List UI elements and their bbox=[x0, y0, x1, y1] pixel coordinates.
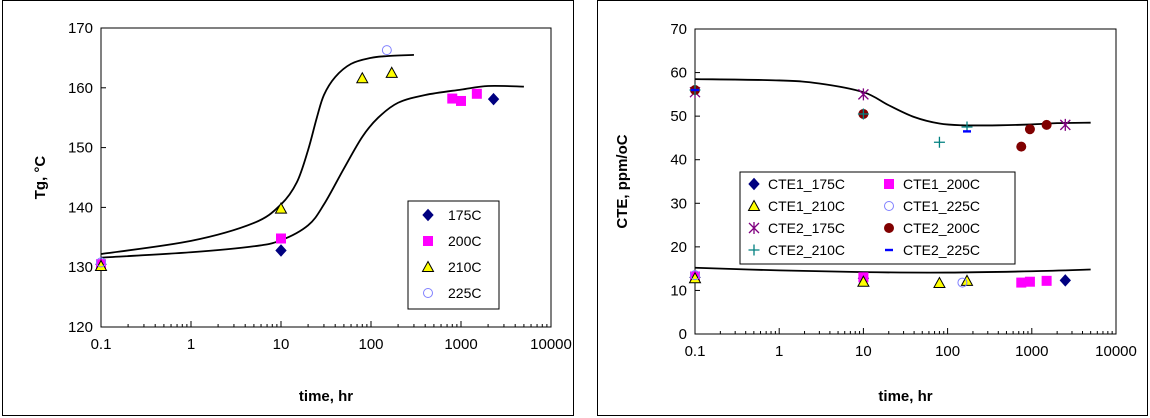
x-axis-label: time, hr bbox=[299, 388, 353, 405]
y-tick-label: 170 bbox=[68, 20, 93, 37]
x-tick-label: 100 bbox=[358, 336, 383, 353]
x-tick-label: 1 bbox=[775, 343, 783, 360]
data-point bbox=[94, 259, 108, 272]
legend-entry-label: 200C bbox=[448, 233, 481, 249]
legend-marker bbox=[884, 223, 894, 233]
data-point bbox=[1016, 141, 1027, 152]
x-tick-label: 0.1 bbox=[91, 336, 112, 353]
data-point bbox=[487, 92, 500, 106]
data-point bbox=[381, 45, 392, 56]
x-tick-label: 10000 bbox=[1095, 343, 1137, 360]
legend-marker bbox=[884, 201, 894, 211]
data-point bbox=[1041, 119, 1052, 130]
y-tick-label: 20 bbox=[670, 239, 687, 256]
legend-entry-label: CTE2_210C bbox=[768, 242, 845, 258]
x-tick-label: 1000 bbox=[1015, 343, 1048, 360]
y-tick-label: 40 bbox=[670, 152, 687, 169]
data-point bbox=[275, 244, 287, 257]
data-point bbox=[355, 71, 369, 84]
legend-box bbox=[739, 171, 1016, 265]
x-tick-label: 100 bbox=[935, 343, 960, 360]
legend-marker bbox=[748, 222, 760, 234]
data-point bbox=[385, 66, 399, 78]
data-point bbox=[447, 93, 458, 104]
data-point bbox=[957, 277, 968, 288]
y-tick-label: 140 bbox=[68, 199, 93, 216]
y-axis-label: Tg, °C bbox=[32, 156, 49, 200]
y-tick-label: 30 bbox=[670, 195, 687, 212]
tg-chart-panel: 0.1 1 10 100 1000 10000 120 130 140 150 160 170 time… bbox=[2, 0, 574, 416]
legend-entry-label: 175C bbox=[448, 207, 481, 223]
y-tick-label: 50 bbox=[670, 108, 687, 125]
y-tick-label: 0 bbox=[679, 326, 687, 343]
cte-chart-panel: 0.1 1 10 100 1000 10000 0 10 20 30 40 50 60 70 time, h… bbox=[597, 0, 1148, 416]
data-point bbox=[960, 274, 974, 286]
x-tick-label: 0.1 bbox=[685, 343, 706, 360]
legend-entry-label: CTE2_225C bbox=[903, 242, 980, 258]
legend-entry-label: CTE1_210C bbox=[768, 198, 845, 214]
data-point bbox=[933, 136, 945, 148]
y-tick-label: 70 bbox=[670, 21, 687, 38]
data-point bbox=[1016, 277, 1027, 288]
legend-marker bbox=[748, 177, 760, 191]
data-point bbox=[1059, 118, 1071, 131]
legend-marker bbox=[423, 236, 433, 246]
legend-marker bbox=[884, 179, 894, 189]
x-tick-label: 10 bbox=[273, 336, 290, 353]
x-axis-label: time, hr bbox=[878, 388, 932, 405]
legend-entry-label: 225C bbox=[448, 285, 481, 301]
y-axis-label: CTE, ppm/oC bbox=[614, 134, 631, 228]
data-point bbox=[857, 108, 869, 120]
trend-line bbox=[100, 84, 524, 259]
legend-marker bbox=[747, 199, 761, 211]
data-point bbox=[456, 95, 466, 106]
x-tick-label: 10000 bbox=[530, 336, 572, 353]
data-point bbox=[691, 88, 699, 92]
tg-chart: 0.1 1 10 100 1000 10000 120 130 140 150 160 170 time… bbox=[32, 20, 572, 405]
data-point bbox=[96, 257, 106, 268]
legend-entry-label: CTE1_200C bbox=[903, 176, 980, 192]
legend-entry-label: 210C bbox=[448, 259, 481, 275]
legend-entry-label: CTE2_175C bbox=[768, 220, 845, 236]
data-point bbox=[857, 275, 870, 287]
y-tick-label: 130 bbox=[68, 259, 93, 276]
cte-chart: 0.1 1 10 100 1000 10000 0 10 20 30 40 50 60 70 time, h… bbox=[614, 21, 1137, 405]
x-tick-label: 1 bbox=[187, 336, 195, 353]
data-point bbox=[933, 276, 946, 289]
data-point bbox=[688, 271, 702, 284]
x-tick-label: 1000 bbox=[444, 336, 477, 353]
data-point bbox=[276, 233, 286, 244]
data-point bbox=[690, 270, 700, 281]
legend-marker bbox=[423, 288, 433, 298]
y-tick-label: 160 bbox=[68, 80, 93, 97]
data-point bbox=[471, 88, 482, 99]
legend-marker bbox=[885, 248, 893, 252]
y-tick-label: 120 bbox=[68, 319, 93, 336]
legend-marker bbox=[422, 208, 434, 222]
legend-entry-label: CTE1_225C bbox=[903, 198, 980, 214]
data-point bbox=[1059, 274, 1071, 287]
legend-marker bbox=[748, 244, 760, 256]
data-point bbox=[1041, 275, 1052, 286]
trend-line bbox=[100, 54, 414, 255]
y-tick-label: 60 bbox=[670, 65, 687, 82]
data-point bbox=[1024, 276, 1035, 287]
x-tick-label: 10 bbox=[855, 343, 872, 360]
trend-line bbox=[694, 266, 1091, 274]
y-tick-label: 150 bbox=[68, 140, 93, 157]
data-point bbox=[1024, 124, 1035, 135]
legend-entry-label: CTE2_200C bbox=[903, 220, 980, 236]
y-tick-label: 10 bbox=[670, 282, 687, 299]
data-point bbox=[857, 88, 869, 101]
data-point bbox=[963, 130, 972, 133]
data-point bbox=[274, 202, 288, 214]
legend-marker bbox=[421, 260, 435, 272]
trend-line bbox=[694, 78, 1091, 127]
legend-entry-label: CTE1_175C bbox=[768, 176, 845, 192]
legend-box bbox=[407, 200, 500, 310]
